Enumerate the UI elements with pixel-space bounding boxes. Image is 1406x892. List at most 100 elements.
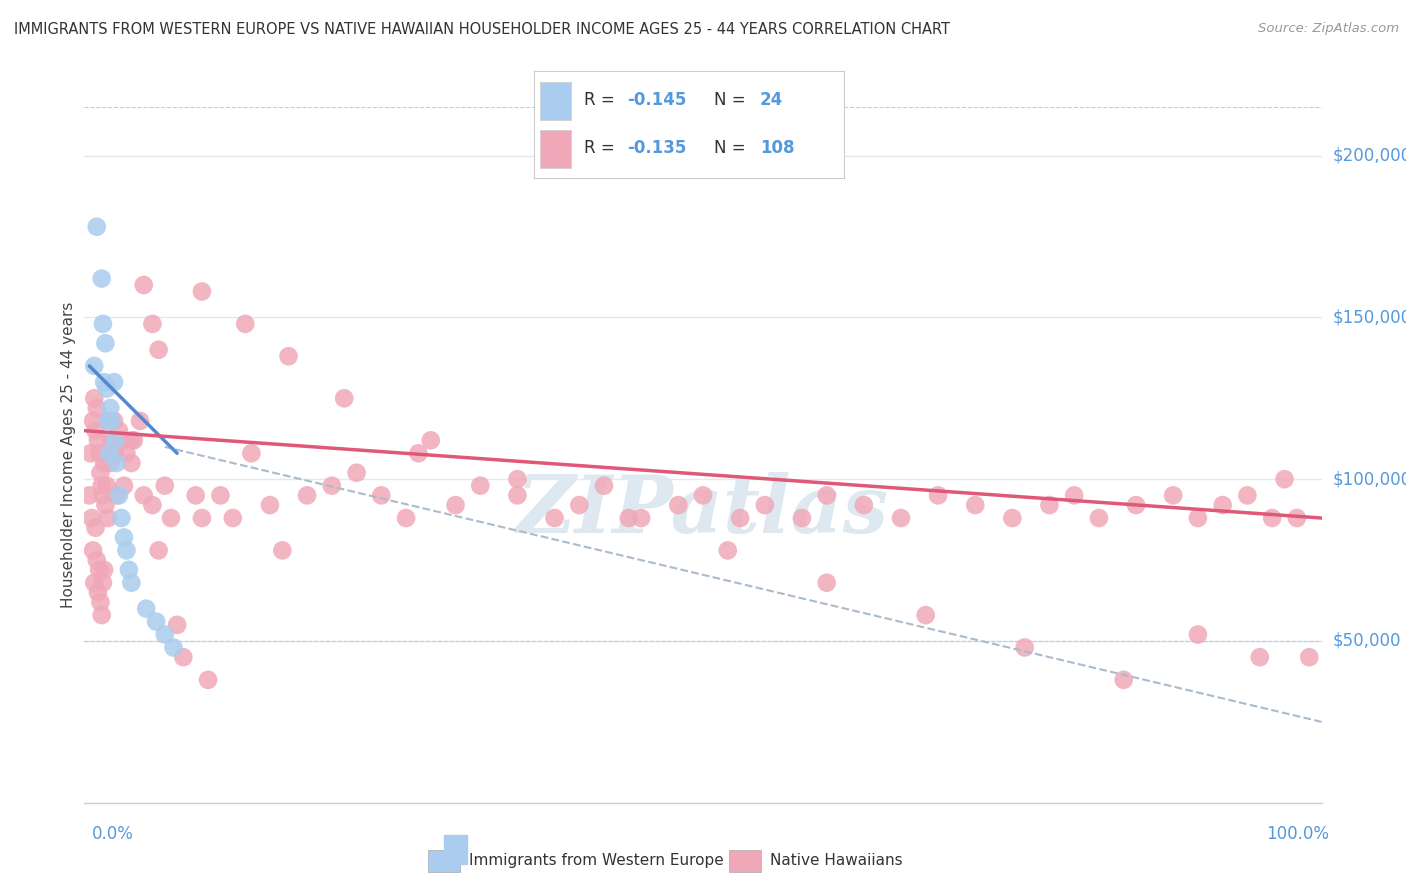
Point <box>87 434 110 448</box>
Point <box>110 511 132 525</box>
FancyBboxPatch shape <box>540 130 571 168</box>
Point <box>1161 488 1184 502</box>
Point <box>1187 627 1209 641</box>
Point <box>91 317 114 331</box>
Point <box>1212 498 1234 512</box>
Text: IMMIGRANTS FROM WESTERN EUROPE VS NATIVE HAWAIIAN HOUSEHOLDER INCOME AGES 25 - 4: IMMIGRANTS FROM WESTERN EUROPE VS NATIVE… <box>14 22 950 37</box>
Point <box>890 511 912 525</box>
Point <box>148 343 170 357</box>
Point <box>89 466 111 480</box>
Point <box>568 498 591 512</box>
Point <box>132 488 155 502</box>
Point <box>86 553 108 567</box>
Point <box>89 595 111 609</box>
Point <box>370 488 392 502</box>
Point <box>135 601 157 615</box>
Point <box>94 336 117 351</box>
Point <box>172 650 194 665</box>
Point <box>83 392 105 406</box>
Point <box>790 511 813 525</box>
Text: R =: R = <box>583 139 620 157</box>
Point <box>1001 511 1024 525</box>
Point <box>141 498 163 512</box>
Point <box>108 488 131 502</box>
Point <box>96 382 118 396</box>
Point <box>543 511 565 525</box>
Point <box>914 608 936 623</box>
Point <box>1187 511 1209 525</box>
Point <box>84 521 107 535</box>
Point <box>89 446 111 460</box>
Point <box>82 543 104 558</box>
Point <box>717 543 740 558</box>
Text: N =: N = <box>714 91 751 109</box>
Point <box>93 456 115 470</box>
Point <box>1298 650 1320 665</box>
Text: 100.0%: 100.0% <box>1265 825 1329 843</box>
Y-axis label: Householder Income Ages 25 - 44 years: Householder Income Ages 25 - 44 years <box>60 301 76 608</box>
Point <box>90 271 112 285</box>
Point <box>1261 511 1284 525</box>
Point <box>103 375 125 389</box>
Point <box>617 511 640 525</box>
Point <box>321 478 343 492</box>
Point <box>83 359 105 373</box>
Point <box>815 575 838 590</box>
Point <box>87 585 110 599</box>
Point <box>1014 640 1036 655</box>
Point <box>108 424 131 438</box>
Text: N =: N = <box>714 139 751 157</box>
Point <box>666 498 689 512</box>
Point <box>98 414 121 428</box>
Point <box>105 488 128 502</box>
Point <box>160 511 183 525</box>
Point <box>145 615 167 629</box>
Point <box>1038 498 1060 512</box>
Text: $200,000: $200,000 <box>1333 146 1406 165</box>
Point <box>115 543 138 558</box>
Point <box>86 401 108 415</box>
Point <box>1125 498 1147 512</box>
Point <box>91 488 114 502</box>
Point <box>346 466 368 480</box>
Point <box>89 563 111 577</box>
Point <box>1249 650 1271 665</box>
Point <box>94 498 117 512</box>
Point <box>98 456 121 470</box>
Point <box>97 414 120 428</box>
Point <box>419 434 441 448</box>
Point <box>233 317 256 331</box>
FancyBboxPatch shape <box>728 849 762 872</box>
Point <box>333 392 356 406</box>
Point <box>79 488 101 502</box>
Point <box>80 511 103 525</box>
Point <box>166 617 188 632</box>
Point <box>965 498 987 512</box>
Point <box>100 414 122 428</box>
Point <box>153 627 176 641</box>
Text: Source: ZipAtlas.com: Source: ZipAtlas.com <box>1258 22 1399 36</box>
Point <box>83 575 105 590</box>
Point <box>852 498 875 512</box>
Point <box>96 478 118 492</box>
Point <box>191 285 214 299</box>
Point <box>470 478 492 492</box>
Point <box>1063 488 1085 502</box>
Point <box>295 488 318 502</box>
Text: Native Hawaiians: Native Hawaiians <box>770 854 903 868</box>
Point <box>112 531 135 545</box>
Point <box>1236 488 1258 502</box>
Point <box>100 434 122 448</box>
FancyBboxPatch shape <box>427 849 460 872</box>
Text: 24: 24 <box>761 91 783 109</box>
Text: R =: R = <box>583 91 620 109</box>
Point <box>506 472 529 486</box>
Point <box>191 511 214 525</box>
Text: ZIPatlas: ZIPatlas <box>517 472 889 549</box>
Point <box>162 640 184 655</box>
Point <box>132 278 155 293</box>
Point <box>93 375 115 389</box>
Point <box>141 317 163 331</box>
Point <box>630 511 652 525</box>
Point <box>98 446 121 460</box>
